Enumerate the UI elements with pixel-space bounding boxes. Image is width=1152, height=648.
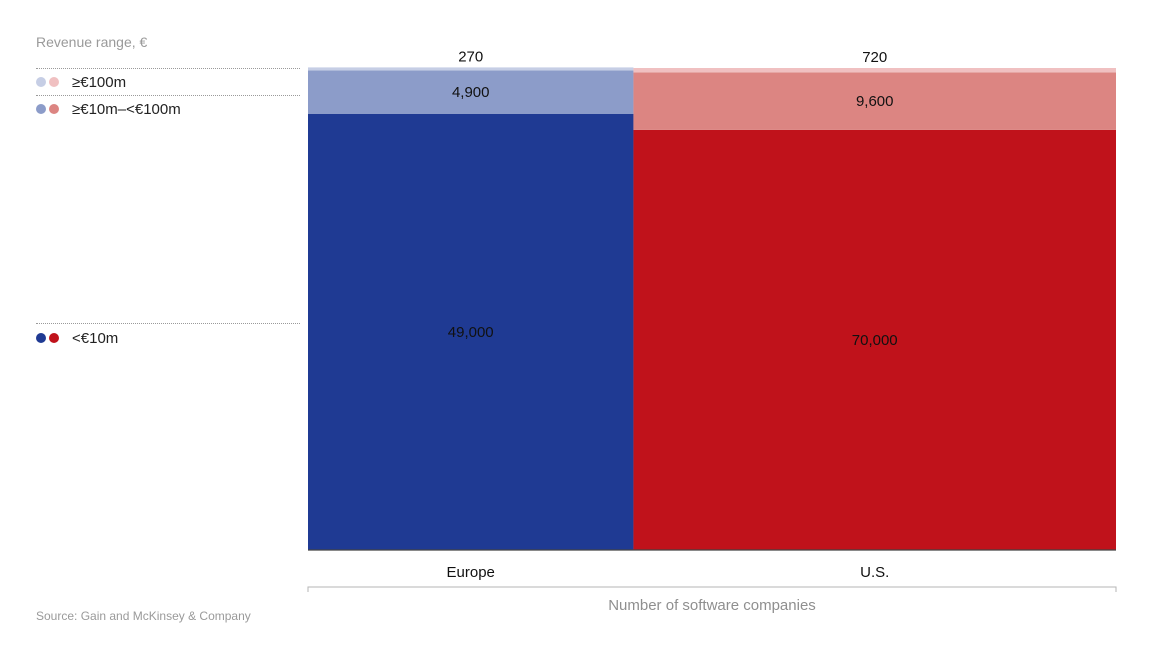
data-label-us-mid: 9,600 [856,93,894,110]
data-label-us-top: 720 [862,49,887,66]
source-note: Source: Gain and McKinsey & Company [36,609,251,623]
data-label-europe-mid: 4,900 [452,84,490,101]
legend-row-low: <€10m [36,329,118,347]
x-axis-title: Number of software companies [608,597,816,614]
data-label-europe-top: 270 [458,48,483,65]
legend-label-mid: ≥€10m–<€100m [72,100,181,118]
bar-segment-us-mid [633,72,1116,130]
legend-dot-us-mid [49,104,59,114]
legend-dot-europe-low [36,333,46,343]
legend-label-top: ≥€100m [72,73,127,91]
x-axis-bracket [307,586,1117,592]
data-label-europe-low: 49,000 [448,324,494,341]
legend-dot-us-top [49,77,59,87]
legend-dot-europe-top [36,77,46,87]
bar-segment-europe-low [308,114,634,551]
bar-segment-europe-mid [308,70,634,115]
legend-dot-us-low [49,333,59,343]
legend-label-low: <€10m [72,329,119,347]
category-label-us: U.S. [860,564,889,581]
category-label-europe: Europe [447,564,495,581]
bar-segment-us-top [633,68,1116,73]
legend-divider [36,95,300,96]
legend-row-mid: ≥€10m–<€100m [36,100,181,118]
data-label-us-low: 70,000 [852,332,898,349]
legend-dot-europe-mid [36,104,46,114]
legend-divider [36,323,300,324]
bar-segment-europe-top [308,67,634,71]
legend-divider [36,68,300,69]
legend-row-top: ≥€100m [36,73,126,91]
bar-segment-us-low [633,129,1116,550]
legend-title: Revenue range, € [36,34,148,50]
